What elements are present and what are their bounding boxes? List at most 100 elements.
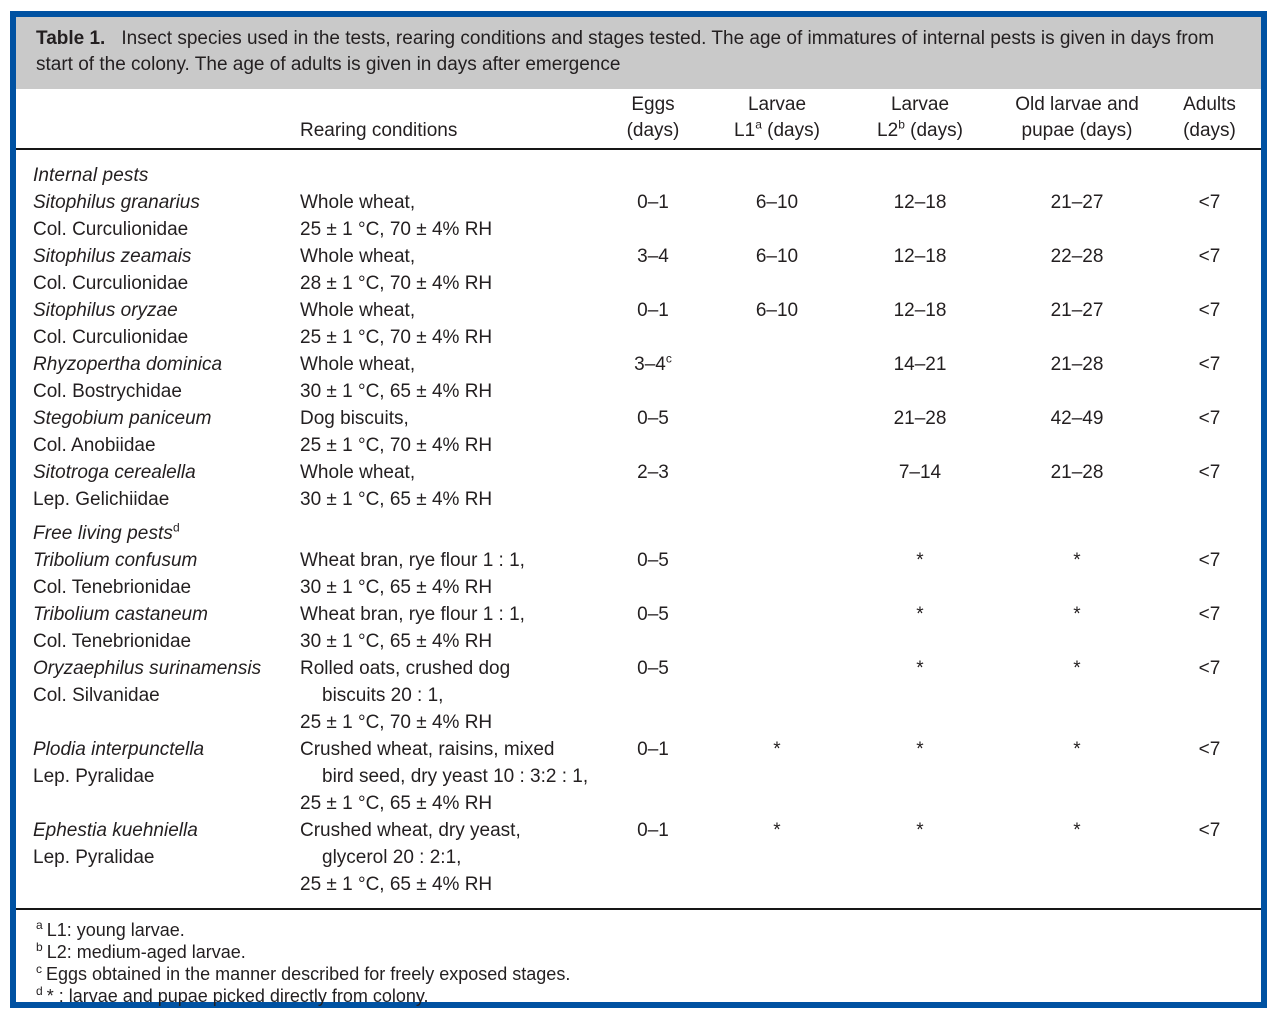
larvae-l2-value: * bbox=[916, 658, 924, 679]
footnote-b: b L2: medium-aged larvae. bbox=[36, 941, 1241, 963]
footnote-marker: a bbox=[36, 918, 43, 932]
rearing-line: Rolled oats, crushed dog bbox=[300, 658, 511, 679]
larvae-l2-value: * bbox=[916, 739, 924, 760]
rearing-line: 28 ± 1 °C, 70 ± 4% RH bbox=[300, 273, 493, 294]
family-name: Col. Curculionidae bbox=[33, 327, 189, 348]
old-larvae-pupae-value: 22–28 bbox=[1050, 246, 1104, 267]
footnote-marker: d bbox=[36, 984, 43, 998]
rearing-line: bird seed, dry yeast 10 : 3:2 : 1, bbox=[322, 766, 589, 787]
footnote-text: L2: medium-aged larvae. bbox=[46, 942, 246, 962]
header-adults: Adults (days) bbox=[1158, 89, 1261, 150]
caption-text: Insect species used in the tests, rearin… bbox=[36, 28, 1215, 75]
old-larvae-pupae-value: * bbox=[1073, 550, 1081, 571]
table-row: Ephestia kuehniella Lep. Pyralidae Crushed… bbox=[16, 817, 1261, 908]
rearing-line: biscuits 20 : 1, bbox=[322, 685, 444, 706]
table-row: Oryzaephilus surinamensis Col. Silvanidae… bbox=[16, 655, 1261, 736]
header-l1-text: L1 bbox=[734, 120, 756, 141]
footnote-text: L1: young larvae. bbox=[46, 920, 185, 940]
family-name: Lep. Gelichiidae bbox=[33, 489, 170, 510]
larvae-l2-value: 14–21 bbox=[893, 354, 947, 375]
species-name: Sitophilus oryzae bbox=[33, 300, 178, 321]
old-larvae-pupae-value: 42–49 bbox=[1050, 408, 1104, 429]
old-larvae-pupae-value: * bbox=[1073, 604, 1081, 625]
table-row: Rhyzopertha dominica Col. Bostrychidae Who… bbox=[16, 351, 1261, 405]
species-name: Oryzaephilus surinamensis bbox=[33, 658, 262, 679]
adults-value: <7 bbox=[1198, 550, 1221, 571]
table-body: Internal pests Sitophilus granarius Col. C… bbox=[16, 149, 1261, 908]
adults-value: <7 bbox=[1198, 604, 1221, 625]
larvae-l1-value: 6–10 bbox=[755, 192, 799, 213]
header-l1-days: (days) bbox=[761, 120, 820, 141]
rearing-line: 25 ± 1 °C, 65 ± 4% RH bbox=[300, 874, 493, 895]
rearing-line: Wheat bran, rye flour 1 : 1, bbox=[300, 604, 525, 625]
larvae-l2-value: 7–14 bbox=[898, 462, 942, 483]
header-species bbox=[16, 89, 276, 150]
rearing-line: 25 ± 1 °C, 70 ± 4% RH bbox=[300, 327, 493, 348]
eggs-value: 2–3 bbox=[637, 462, 669, 483]
old-larvae-pupae-value: * bbox=[1073, 739, 1081, 760]
header-rearing-conditions: Rearing conditions bbox=[276, 89, 596, 150]
family-name: Col. Curculionidae bbox=[33, 273, 189, 294]
table-row: Tribolium confusum Col. Tenebrionidae Whea… bbox=[16, 547, 1261, 601]
footnote-a: a L1: young larvae. bbox=[36, 919, 1241, 941]
footnote-d: d * : larvae and pupae picked directly fr… bbox=[36, 985, 1241, 1007]
table-row: Sitophilus granarius Col. Curculionidae Wh… bbox=[16, 189, 1261, 243]
rearing-line: 25 ± 1 °C, 70 ± 4% RH bbox=[300, 435, 493, 456]
eggs-value: 3–4 bbox=[637, 246, 669, 267]
header-line: (days) bbox=[1183, 120, 1236, 141]
adults-value: <7 bbox=[1198, 246, 1221, 267]
larvae-l1-value: * bbox=[773, 739, 781, 760]
header-line: Larvae bbox=[747, 94, 807, 115]
eggs-value: 0–5 bbox=[637, 550, 669, 571]
table-row: Sitophilus zeamais Col. Curculionidae Whol… bbox=[16, 243, 1261, 297]
section-sup: d bbox=[173, 520, 180, 535]
old-larvae-pupae-value: 21–27 bbox=[1050, 300, 1104, 321]
rearing-line: 30 ± 1 °C, 65 ± 4% RH bbox=[300, 631, 493, 652]
header-line: Larvae bbox=[890, 94, 950, 115]
larvae-l2-value: 21–28 bbox=[893, 408, 947, 429]
old-larvae-pupae-value: 21–28 bbox=[1050, 462, 1104, 483]
family-name: Col. Tenebrionidae bbox=[33, 631, 192, 652]
species-name: Stegobium paniceum bbox=[33, 408, 212, 429]
old-larvae-pupae-value: 21–27 bbox=[1050, 192, 1104, 213]
species-name: Sitophilus zeamais bbox=[33, 246, 192, 267]
species-name: Sitotroga cerealella bbox=[33, 462, 196, 483]
adults-value: <7 bbox=[1198, 658, 1221, 679]
rearing-line: 30 ± 1 °C, 65 ± 4% RH bbox=[300, 381, 493, 402]
larvae-l2-value: * bbox=[916, 550, 924, 571]
old-larvae-pupae-value: * bbox=[1073, 658, 1081, 679]
footnote-c: c Eggs obtained in the manner described f… bbox=[36, 963, 1241, 985]
table-row: Stegobium paniceum Col. Anobiidae Dog bisc… bbox=[16, 405, 1261, 459]
adults-value: <7 bbox=[1198, 462, 1221, 483]
table-row: Sitotroga cerealella Lep. Gelichiidae Whol… bbox=[16, 459, 1261, 513]
table-number: Table 1. bbox=[36, 28, 106, 49]
header-line: pupae (days) bbox=[1021, 120, 1133, 141]
larvae-l1-value: 6–10 bbox=[755, 300, 799, 321]
table-row: Free living pestsd bbox=[16, 513, 1261, 547]
species-name: Tribolium confusum bbox=[33, 550, 198, 571]
eggs-value: 0–5 bbox=[637, 658, 669, 679]
old-larvae-pupae-value: * bbox=[1073, 820, 1081, 841]
footnote-marker: c bbox=[36, 962, 42, 976]
header-line: (days) bbox=[626, 120, 680, 141]
adults-value: <7 bbox=[1198, 192, 1221, 213]
species-name: Tribolium castaneum bbox=[33, 604, 208, 625]
eggs-value: 0–1 bbox=[637, 300, 669, 321]
table-row: Internal pests bbox=[16, 149, 1261, 189]
rearing-line: Crushed wheat, dry yeast, bbox=[300, 820, 521, 841]
rearing-line: 25 ± 1 °C, 70 ± 4% RH bbox=[300, 219, 493, 240]
header-l2-sup: b bbox=[898, 117, 905, 132]
rearing-line: Whole wheat, bbox=[300, 354, 416, 375]
header-l1-sup: a bbox=[755, 117, 762, 132]
larvae-l2-value: 12–18 bbox=[893, 300, 947, 321]
header-l2-days: (days) bbox=[904, 120, 963, 141]
rearing-line: 30 ± 1 °C, 65 ± 4% RH bbox=[300, 489, 493, 510]
species-name: Plodia interpunctella bbox=[33, 739, 205, 760]
family-name: Lep. Pyralidae bbox=[33, 766, 155, 787]
old-larvae-pupae-value: 21–28 bbox=[1050, 354, 1104, 375]
rearing-line: Dog biscuits, bbox=[300, 408, 409, 429]
species-name: Rhyzopertha dominica bbox=[33, 354, 223, 375]
larvae-l1-value: * bbox=[773, 820, 781, 841]
header-line: Eggs bbox=[631, 94, 675, 115]
table-row: Plodia interpunctella Lep. Pyralidae Crush… bbox=[16, 736, 1261, 817]
